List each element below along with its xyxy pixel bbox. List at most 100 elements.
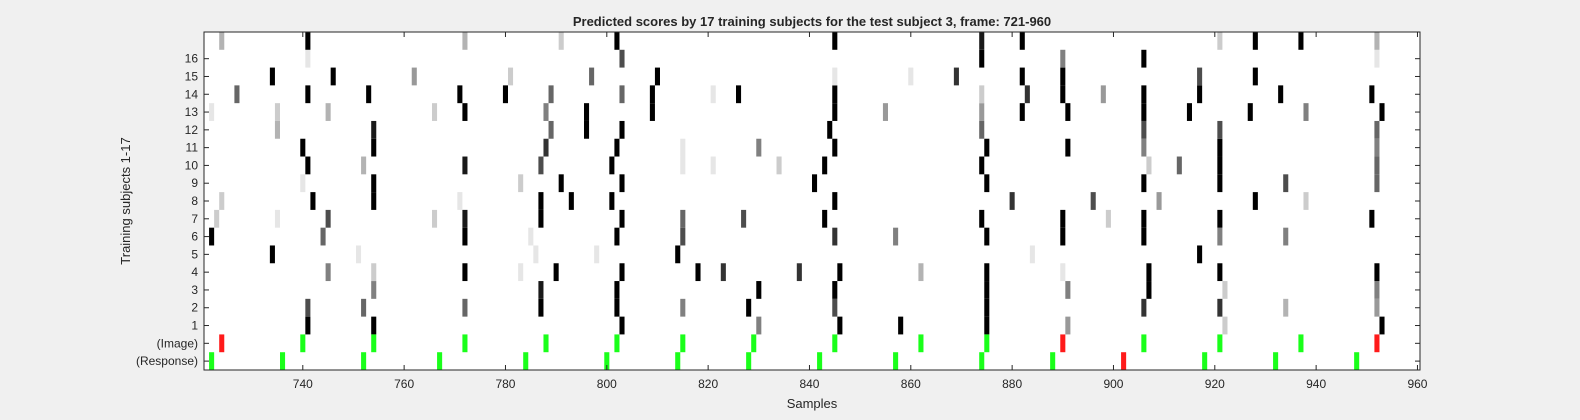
score-cell-s8-x928 [1252,192,1258,210]
response-marker-x842 [817,352,823,370]
score-cell-s14-x898 [1100,85,1106,104]
score-cell-s14-x933 [1278,85,1284,104]
response-marker-x736 [280,352,286,370]
score-cell-s15-x860 [908,67,914,86]
score-cell-s17-x724 [219,32,225,50]
score-cell-s2-x875 [984,298,990,317]
score-cell-s15-x845 [832,67,838,86]
score-cell-s11-x921 [1217,138,1223,157]
score-cell-s11-x891 [1065,138,1071,157]
score-cell-s14-x906 [1141,85,1147,104]
score-cell-s14-x821 [710,85,716,104]
score-cell-s9-x934 [1283,174,1289,193]
score-cell-s14-x917 [1197,85,1203,104]
image-marker-x740 [300,334,306,353]
score-cell-s6-x906 [1141,227,1147,246]
image-marker-x906 [1141,334,1147,353]
response-marker-x722 [209,352,215,370]
x-tick-label-740: 740 [293,377,313,391]
x-tick-label-880: 880 [1002,377,1022,391]
score-cell-s16-x874 [979,49,985,68]
score-cell-s5-x917 [1197,245,1203,264]
score-cell-s4-x823 [720,263,726,282]
y-tick-label-11: 10 [185,158,199,172]
score-cell-s1-x922 [1222,316,1228,335]
score-cell-s10-x952 [1374,156,1380,175]
score-cell-s12-x754 [371,120,377,139]
score-cell-s15-x917 [1197,67,1203,86]
score-cell-s9-x783 [518,174,524,193]
score-cell-s7-x723 [214,209,220,228]
score-cell-s3-x754 [371,281,377,299]
score-cell-s1-x875 [984,316,990,335]
score-cell-s13-x722 [209,103,215,121]
score-cell-s6-x921 [1217,227,1223,246]
score-cell-s2-x815 [680,298,686,317]
score-cell-s5-x751 [356,245,362,264]
score-cell-s12-x844 [827,120,833,139]
score-cell-s4-x772 [462,263,468,282]
score-cell-s17-x874 [979,32,985,50]
score-cell-s4-x921 [1217,263,1223,282]
score-cell-s8-x880 [1009,192,1015,210]
y-tick-label-4: 3 [191,283,198,297]
y-tick-label-10: 9 [191,176,198,190]
score-cell-s4-x745 [325,263,331,282]
score-cell-s1-x891 [1065,316,1071,335]
score-cell-s15-x781 [508,67,514,86]
score-cell-s14-x753 [366,85,372,104]
score-cell-s2-x802 [614,298,620,317]
score-cell-s12-x796 [584,120,590,139]
response-marker-x752 [361,352,367,370]
x-tick-label-820: 820 [698,377,718,391]
y-tick-label-3: 2 [191,301,198,315]
score-cell-s4-x907 [1146,263,1152,282]
score-cell-s1-x754 [371,316,377,335]
score-cell-s12-x789 [548,120,554,139]
score-cell-s5-x814 [675,245,681,264]
score-cell-s14-x951 [1369,85,1375,104]
score-cell-s11-x815 [680,138,686,157]
score-cell-s16-x952 [1374,49,1380,68]
score-cell-s3-x891 [1065,281,1071,299]
score-cell-s9-x875 [984,174,990,193]
score-cell-s1-x830 [756,316,762,335]
y-axis-label: Training subjects 1-17 [118,137,133,264]
response-marker-x902 [1121,352,1127,370]
score-cell-s4-x803 [619,263,625,282]
x-tick-label-940: 940 [1306,377,1326,391]
score-cell-s17-x772 [462,32,468,50]
image-marker-x952 [1374,334,1380,353]
score-cell-s6-x890 [1060,227,1066,246]
score-cell-s11-x788 [543,138,549,157]
response-marker-x784 [523,352,529,370]
score-cell-s14-x780 [502,85,508,104]
x-tick-label-900: 900 [1103,377,1123,391]
score-cell-s7-x827 [741,209,747,228]
score-cell-s4-x790 [553,263,559,282]
x-tick-label-960: 960 [1407,377,1427,391]
score-cell-s5-x786 [533,245,539,264]
score-cell-s14-x826 [736,85,742,104]
score-cell-s6-x875 [984,227,990,246]
score-cell-s6-x857 [893,227,899,246]
score-cell-s11-x740 [300,138,306,157]
score-cell-s9-x740 [300,174,306,193]
score-cell-s9-x906 [1141,174,1147,193]
score-cell-s7-x906 [1141,209,1147,228]
score-cell-s10-x741 [305,156,311,175]
score-cell-s1-x741 [305,316,311,335]
score-cell-s12-x803 [619,120,625,139]
score-cell-s11-x754 [371,138,377,157]
score-cell-s4-x838 [796,263,802,282]
y-tick-label-6: 5 [191,247,198,261]
score-cell-s13-x938 [1303,103,1309,121]
image-marker-x815 [680,334,686,353]
score-cell-s9-x791 [558,174,564,193]
score-cell-s11-x845 [832,138,838,157]
score-cell-s10-x874 [979,156,985,175]
x-tick-label-800: 800 [597,377,617,391]
score-cell-s4-x783 [518,263,524,282]
x-axis-label: Samples [787,396,838,411]
